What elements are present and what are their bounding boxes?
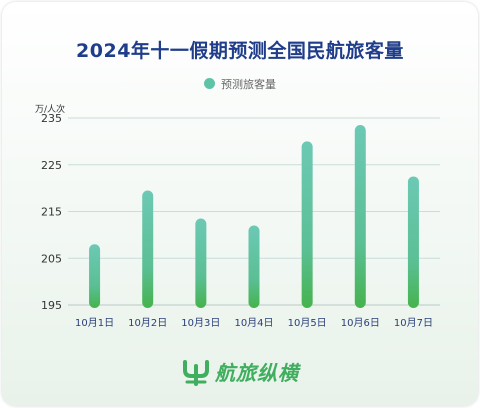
x-tick-label: 10月5日 bbox=[288, 317, 327, 329]
legend-label: 预测旅客量 bbox=[221, 78, 276, 91]
bar bbox=[195, 218, 207, 308]
y-axis-unit: 万/人次 bbox=[35, 105, 66, 115]
x-tick-label: 10月2日 bbox=[128, 317, 167, 329]
x-tick-label: 10月7日 bbox=[394, 317, 433, 329]
bar bbox=[248, 225, 260, 308]
y-tick-label: 225 bbox=[41, 159, 62, 172]
bar bbox=[407, 176, 419, 308]
x-tick-label: 10月6日 bbox=[341, 317, 380, 329]
y-tick-label: 195 bbox=[41, 299, 62, 312]
x-tick-label: 10月1日 bbox=[75, 317, 114, 329]
bar bbox=[301, 141, 313, 308]
x-tick-label: 10月3日 bbox=[181, 317, 220, 329]
x-tick-label: 10月4日 bbox=[234, 317, 273, 329]
brand-logo: 航旅纵横 bbox=[2, 356, 478, 386]
bar bbox=[89, 244, 101, 308]
bar bbox=[142, 190, 154, 308]
y-tick-label: 215 bbox=[41, 206, 62, 219]
legend-swatch bbox=[204, 78, 215, 89]
y-tick-label: 205 bbox=[41, 252, 62, 265]
bar bbox=[354, 125, 366, 308]
hangluzongheng-logo-icon bbox=[183, 360, 209, 386]
y-tick-label: 235 bbox=[41, 112, 62, 125]
logo-text: 航旅纵横 bbox=[215, 360, 299, 385]
chart-legend: 预测旅客量 bbox=[2, 76, 478, 92]
chart-title: 2024年十一假期预测全国民航旅客量 bbox=[76, 40, 404, 62]
